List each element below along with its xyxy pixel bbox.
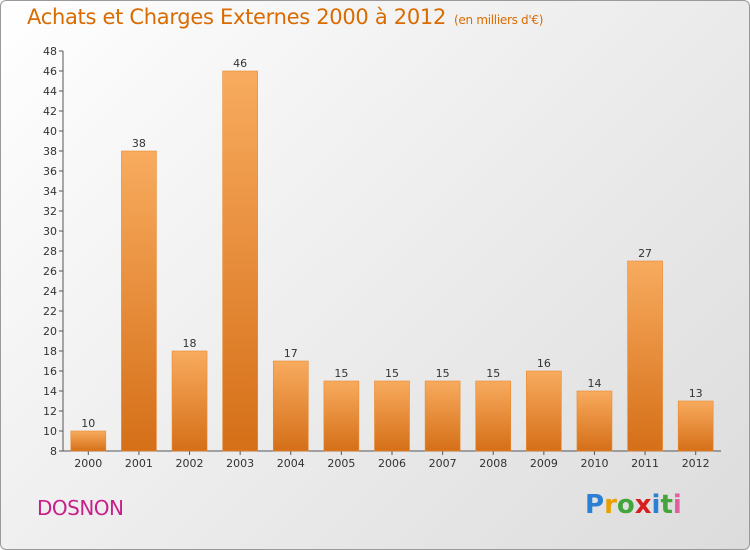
x-tick-label: 2001 [125, 457, 153, 470]
data-label-2011: 27 [638, 247, 652, 260]
logo-letter: t [660, 490, 673, 520]
bar-2004 [272, 360, 309, 452]
x-tick-label: 2007 [429, 457, 457, 470]
data-label-2002: 18 [183, 337, 197, 350]
bar-2001 [121, 150, 157, 452]
data-label-2006: 15 [385, 367, 399, 380]
y-tick-label: 20 [43, 325, 57, 338]
y-tick-label: 44 [43, 85, 57, 98]
y-tick-label: 38 [43, 145, 57, 158]
y-tick-label: 18 [43, 345, 57, 358]
logo-letter: o [616, 490, 635, 520]
x-tick-label: 2003 [226, 457, 254, 470]
bar-2000 [70, 430, 107, 452]
y-tick-label: 24 [43, 285, 57, 298]
data-label-2000: 10 [81, 417, 95, 430]
x-tick-label: 2000 [74, 457, 102, 470]
bar-2009 [526, 370, 562, 452]
y-tick-label: 34 [43, 185, 57, 198]
bars [70, 70, 714, 452]
x-tick-label: 2012 [682, 457, 710, 470]
y-tick-label: 48 [43, 45, 57, 58]
bar-2002 [171, 350, 208, 452]
data-label-2001: 38 [132, 137, 146, 150]
y-tick-label: 32 [43, 205, 57, 218]
y-tick-label: 30 [43, 225, 57, 238]
data-label-2007: 15 [436, 367, 450, 380]
logo-letter: i [651, 490, 661, 520]
x-tick-label: 2008 [479, 457, 507, 470]
data-label-2008: 15 [486, 367, 500, 380]
bar-2008 [475, 380, 512, 452]
title-text: Achats et Charges Externes 2000 à 2012 [27, 5, 447, 29]
y-tick-label: 28 [43, 245, 57, 258]
x-tick-label: 2009 [530, 457, 558, 470]
bar-2003 [222, 70, 258, 452]
data-label-2004: 17 [284, 347, 298, 360]
bar-2011 [627, 260, 663, 452]
logo-letter: x [634, 490, 652, 520]
y-tick-label: 10 [43, 425, 57, 438]
y-tick-label: 14 [43, 385, 57, 398]
logo-letter: i [672, 490, 682, 520]
data-label-2003: 46 [233, 57, 247, 70]
y-tick-label: 40 [43, 125, 57, 138]
data-labels: 10 38 18 46 17 15 15 15 15 16 14 27 13 [81, 57, 702, 430]
logo-letter: r [604, 490, 617, 520]
data-label-2009: 16 [537, 357, 551, 370]
proxiti-logo: Proxiti [585, 490, 682, 520]
y-tick-label: 8 [50, 445, 57, 458]
y-tick-label: 26 [43, 265, 57, 278]
axes: 8 10 12 14 16 18 20 22 24 26 28 30 32 34 36 38 40 42 44 46 4… [43, 45, 721, 470]
bar-2005 [323, 380, 360, 452]
bar-2007 [424, 380, 461, 452]
y-tick-label: 22 [43, 305, 57, 318]
y-tick-label: 36 [43, 165, 57, 178]
x-tick-label: 2004 [277, 457, 305, 470]
chart-title: Achats et Charges Externes 2000 à 2012 (e… [27, 5, 543, 29]
x-tick-label: 2010 [580, 457, 608, 470]
x-tick-label: 2006 [378, 457, 406, 470]
y-tick-label: 16 [43, 365, 57, 378]
y-tick-label: 12 [43, 405, 57, 418]
y-tick-label: 42 [43, 105, 57, 118]
x-tick-label: 2011 [631, 457, 659, 470]
bar-2010 [576, 390, 613, 452]
x-tick-label: 2005 [327, 457, 355, 470]
y-tick-label: 46 [43, 65, 57, 78]
data-label-2005: 15 [334, 367, 348, 380]
bar-2006 [374, 380, 410, 452]
data-label-2010: 14 [587, 377, 601, 390]
data-label-2012: 13 [689, 387, 703, 400]
x-tick-label: 2002 [176, 457, 204, 470]
city-name: DOSNON [37, 496, 124, 520]
chart-subtitle: (en milliers d'€) [454, 13, 544, 27]
bar-2012 [677, 400, 714, 452]
logo-letter: P [585, 490, 605, 520]
